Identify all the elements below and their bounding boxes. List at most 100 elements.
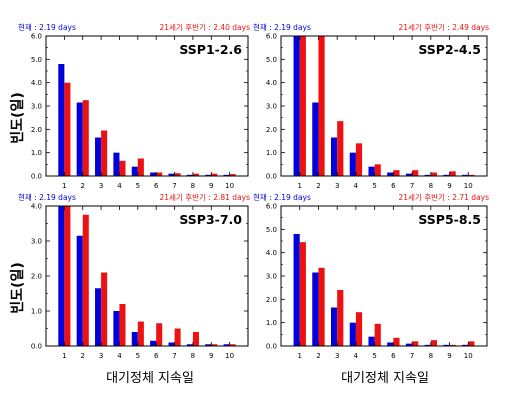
x-tick-label: 10	[225, 182, 234, 190]
y-tick-label: 3.0	[31, 238, 42, 246]
bar-current-9	[205, 174, 212, 176]
x-tick-label: 2	[80, 352, 84, 360]
bar-future-1	[299, 242, 306, 346]
bar-future-4	[119, 160, 126, 176]
bar-current-3	[331, 307, 338, 346]
bar-current-4	[113, 311, 120, 346]
y-tick-label: 0.0	[31, 173, 42, 181]
future-mean-label: 21세기 후반기 : 2.71 days	[398, 193, 489, 202]
bar-current-8	[186, 344, 193, 346]
bar-current-6	[387, 342, 394, 346]
x-tick-label: 3	[335, 352, 339, 360]
x-tick-label: 8	[191, 182, 195, 190]
y-tick-label: 1.0	[31, 149, 42, 157]
x-tick-label: 7	[410, 182, 414, 190]
current-mean-label: 현재 : 2.19 days	[253, 193, 311, 202]
x-tick-label: 1	[297, 182, 301, 190]
bar-current-5	[131, 166, 138, 176]
bar-future-4	[355, 143, 363, 176]
x-tick-label: 9	[447, 352, 451, 360]
x-tick-label: 5	[136, 352, 140, 360]
bar-future-10	[229, 344, 236, 346]
x-tick-label: 9	[209, 182, 213, 190]
y-tick-label: 0.0	[266, 173, 277, 181]
bar-future-3	[337, 290, 344, 346]
current-mean-label: 현재 : 2.19 days	[253, 23, 311, 32]
bar-current-9	[443, 174, 450, 176]
bar-current-7	[168, 173, 175, 176]
bar-current-1	[293, 36, 300, 176]
bar-current-5	[131, 332, 138, 346]
y-tick-label: 2.0	[31, 126, 42, 134]
bar-future-10	[468, 174, 475, 176]
bar-current-8	[424, 174, 431, 176]
bar-current-10	[223, 344, 230, 346]
x-axis-label-right: 대기정체 지속일	[341, 371, 429, 386]
x-tick-label: 3	[99, 352, 103, 360]
bar-future-4	[119, 304, 126, 346]
bar-current-2	[76, 235, 83, 346]
x-tick-label: 7	[410, 352, 414, 360]
bar-future-1	[64, 82, 71, 176]
bar-future-5	[374, 323, 381, 346]
x-tick-label: 6	[154, 182, 159, 190]
y-tick-label: 1.0	[266, 319, 277, 327]
chart-panel-4: 현재 : 2.19 days 21세기 후반기 : 2.71 days 0.0 1.0…	[253, 193, 489, 360]
bar-current-1	[58, 64, 65, 176]
bar-current-1	[58, 206, 65, 346]
bar-current-3	[95, 288, 102, 346]
bar-future-2	[82, 100, 89, 176]
x-tick-label: 10	[225, 352, 234, 360]
x-tick-label: 5	[372, 182, 376, 190]
y-tick-label: 2.0	[266, 126, 277, 134]
bar-future-7	[412, 170, 419, 176]
bar-future-7	[412, 341, 419, 346]
bar-current-8	[186, 174, 193, 176]
future-mean-label: 21세기 후반기 : 2.49 days	[398, 23, 489, 32]
chart-title: SSP1-2.6	[179, 42, 242, 57]
bar-current-7	[405, 343, 413, 346]
bar-current-1	[293, 234, 300, 346]
y-tick-label: 2.0	[31, 273, 42, 281]
x-tick-label: 2	[80, 182, 84, 190]
bar-future-5	[137, 321, 144, 346]
x-tick-label: 10	[464, 182, 473, 190]
bar-current-5	[368, 336, 375, 346]
x-tick-label: 1	[297, 352, 301, 360]
bar-future-8	[192, 332, 199, 346]
y-tick-label: 5.0	[31, 56, 42, 64]
y-tick-label: 3.0	[266, 103, 277, 111]
bar-future-10	[229, 174, 236, 176]
y-tick-label: 4.0	[266, 249, 277, 257]
x-tick-label: 2	[316, 352, 320, 360]
bar-current-5	[368, 166, 375, 176]
x-tick-label: 3	[335, 182, 339, 190]
bar-future-10	[468, 341, 475, 346]
future-mean-label: 21세기 후반기 : 2.81 days	[159, 193, 250, 202]
y-tick-label: 4.0	[266, 79, 277, 87]
current-mean-label: 현재 : 2.19 days	[18, 193, 76, 202]
bar-future-6	[156, 323, 163, 346]
bar-future-1	[299, 36, 306, 176]
bar-current-6	[150, 172, 157, 176]
bar-current-2	[312, 272, 319, 346]
bar-future-2	[318, 267, 325, 346]
x-tick-label: 9	[447, 182, 451, 190]
bar-future-7	[174, 173, 181, 176]
bar-current-3	[95, 137, 102, 176]
x-tick-label: 4	[117, 352, 122, 360]
bar-future-9	[211, 173, 218, 176]
chart-panel-1: 현재 : 2.19 days 21세기 후반기 : 2.40 days 0.0 1.0…	[18, 23, 250, 190]
x-tick-label: 7	[172, 352, 176, 360]
x-tick-label: 5	[372, 352, 376, 360]
x-tick-label: 1	[62, 182, 66, 190]
y-tick-label: 0.0	[266, 343, 277, 351]
bar-current-7	[168, 342, 175, 346]
bar-future-4	[355, 312, 363, 346]
bar-future-3	[101, 272, 108, 346]
bar-future-9	[449, 171, 456, 176]
bar-current-4	[349, 152, 356, 176]
bar-current-3	[331, 137, 338, 176]
y-tick-label: 1.0	[266, 149, 277, 157]
